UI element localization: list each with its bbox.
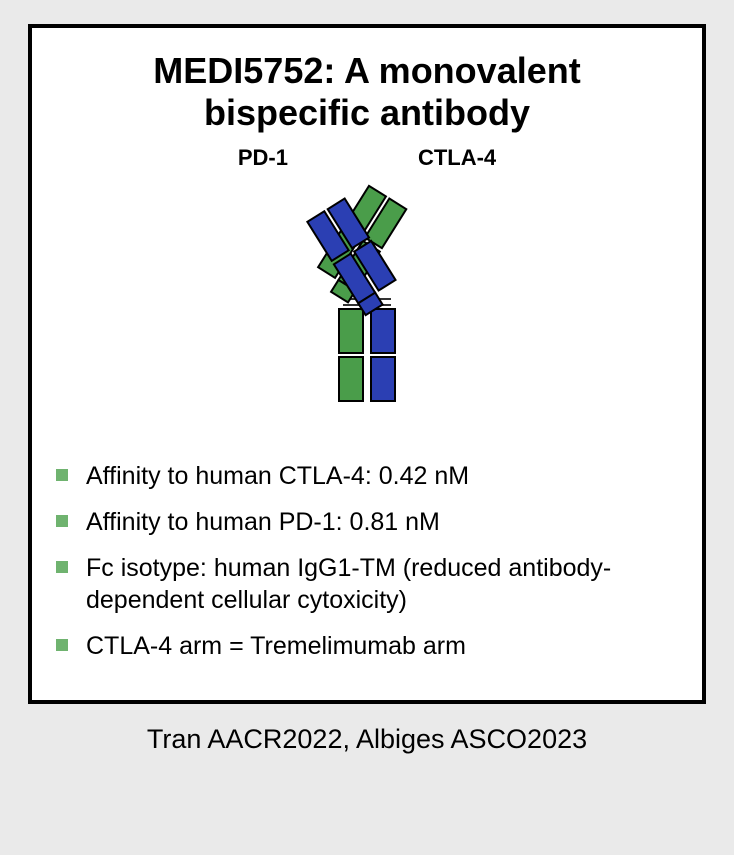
title-line-2: bispecific antibody xyxy=(204,92,530,133)
list-item: Affinity to human CTLA-4: 0.42 nM xyxy=(56,460,678,492)
right-arm-label: CTLA-4 xyxy=(418,145,496,171)
antibody-arm-labels: PD-1 CTLA-4 xyxy=(56,145,678,171)
antibody-figure: PD-1 CTLA-4 xyxy=(56,145,678,442)
list-item: Fc isotype: human IgG1-TM (reduced antib… xyxy=(56,552,678,616)
properties-list: Affinity to human CTLA-4: 0.42 nM Affini… xyxy=(56,460,678,662)
citation-text: Tran AACR2022, Albiges ASCO2023 xyxy=(28,724,706,755)
antibody-diagram-icon xyxy=(217,177,517,437)
title-line-1: MEDI5752: A monovalent xyxy=(153,50,580,91)
list-item: CTLA-4 arm = Tremelimumab arm xyxy=(56,630,678,662)
list-item: Affinity to human PD-1: 0.81 nM xyxy=(56,506,678,538)
info-panel: MEDI5752: A monovalent bispecific antibo… xyxy=(28,24,706,704)
left-arm-label: PD-1 xyxy=(238,145,288,171)
panel-title: MEDI5752: A monovalent bispecific antibo… xyxy=(56,50,678,135)
